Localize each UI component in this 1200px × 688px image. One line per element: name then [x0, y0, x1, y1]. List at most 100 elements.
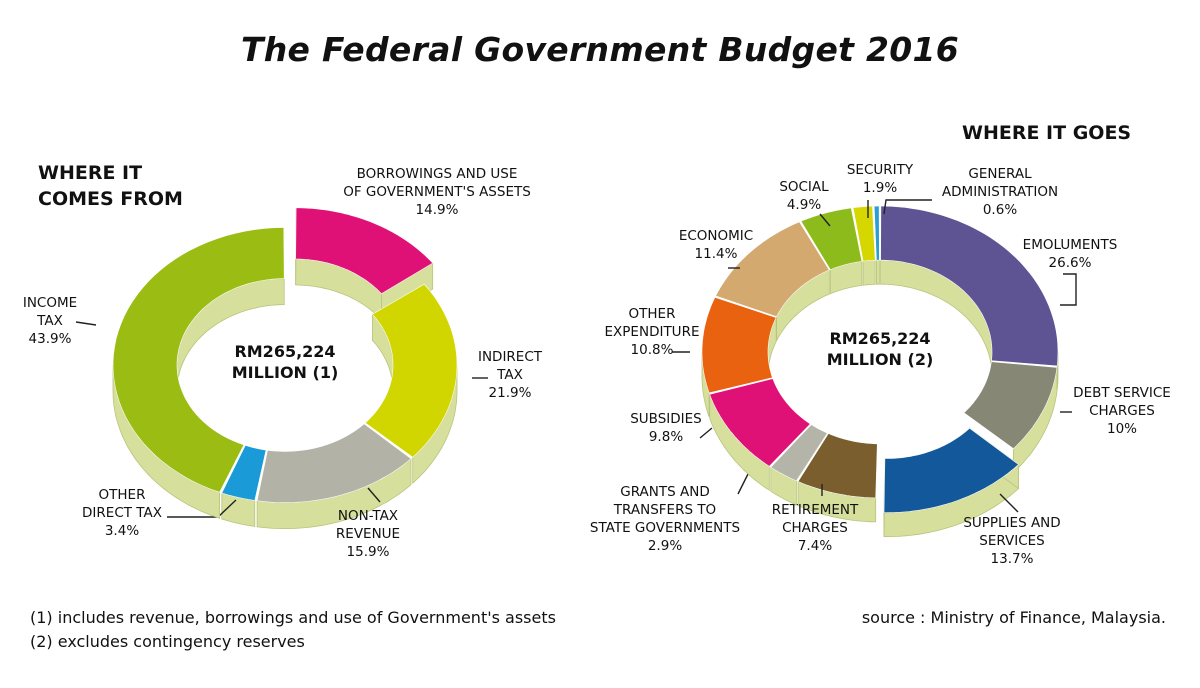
slice-label-line: 9.8%	[649, 429, 683, 445]
slice-non-tax-revenue	[256, 423, 412, 529]
slice-label-non-tax-revenue: NON-TAX REVENUE 15.9%	[336, 508, 400, 560]
slice-label-general-admin: GENERAL ADMINISTRATION 0.6%	[942, 166, 1058, 218]
slice-label-line: TRANSFERS TO	[613, 502, 716, 518]
slice-label-line: CHARGES	[1089, 403, 1155, 419]
center-total: RM265,224 MILLION (2)	[827, 329, 934, 369]
leader-line-non-tax-revenue	[367, 487, 381, 503]
slice-general-admin	[873, 205, 880, 285]
footnote-2: (2) excludes contingency reserves	[30, 632, 305, 651]
slice-label-borrowings: BORROWINGS AND USE OF GOVERNMENT'S ASSETS…	[343, 166, 531, 218]
slice-economic	[715, 221, 830, 341]
heading-where-it-comes-from: WHERE IT COMES FROM	[38, 160, 248, 212]
slice-label-line: INCOME	[23, 295, 77, 311]
leader-line-emoluments	[1060, 273, 1077, 306]
slice-label-line: 4.9%	[787, 197, 821, 213]
slice-label-line: GENERAL	[968, 166, 1032, 182]
slice-top-income-tax	[112, 227, 285, 493]
slice-top-grants	[770, 424, 828, 482]
source-note: source : Ministry of Finance, Malaysia.	[861, 608, 1166, 627]
slice-label-line: OTHER	[99, 487, 146, 503]
slice-label-line: 11.4%	[695, 246, 738, 262]
slice-label-line: 7.4%	[798, 538, 832, 554]
slice-label-line: OF GOVERNMENT'S ASSETS	[343, 184, 531, 200]
slice-label-line: GRANTS AND	[620, 484, 709, 500]
slice-label-economic: ECONOMIC 11.4%	[679, 228, 753, 262]
heading-line: WHERE IT GOES	[962, 122, 1132, 144]
center-total-line: MILLION (1)	[232, 363, 339, 382]
leader-line-supplies-services	[999, 493, 1019, 513]
footnote-1: (1) includes revenue, borrowings and use…	[30, 608, 556, 627]
slice-other-direct-tax	[221, 445, 267, 527]
center-total-line: RM265,224	[234, 342, 335, 361]
slice-supplies-services	[883, 427, 1020, 538]
slice-label-line: NON-TAX	[338, 508, 398, 524]
slice-label-line: 0.6%	[983, 202, 1017, 218]
slice-label-income-tax: INCOME TAX 43.9%	[23, 295, 77, 347]
slice-label-indirect-tax: INDIRECT TAX 21.9%	[478, 349, 543, 401]
slice-inner-general-admin	[876, 259, 880, 285]
slice-label-line: DIRECT TAX	[82, 505, 162, 521]
slice-income-tax	[112, 227, 285, 519]
slice-top-subsidies	[709, 378, 811, 467]
slice-label-line: CHARGES	[782, 520, 848, 536]
heading-line: WHERE IT	[38, 162, 143, 184]
slice-grants	[770, 424, 828, 506]
slice-label-security: SECURITY 1.9%	[847, 162, 914, 196]
slice-label-line: BORROWINGS AND USE	[357, 166, 518, 182]
slice-label-line: EXPENDITURE	[605, 324, 700, 340]
slice-top-social	[800, 207, 863, 271]
slice-label-line: RETIREMENT	[772, 502, 859, 518]
slice-label-line: 1.9%	[863, 180, 897, 196]
slice-label-supplies-services: SUPPLIES AND SERVICES 13.7%	[963, 515, 1060, 567]
slice-inner-security	[862, 259, 876, 286]
slice-top-general-admin	[873, 205, 880, 261]
slice-label-line: OTHER	[629, 306, 676, 322]
slice-label-line: 13.7%	[991, 551, 1034, 567]
slice-top-economic	[715, 221, 830, 318]
expenditure-donut: EMOLUMENTS 26.6% DEBT SERVICE CHARGES 10% SUP…	[590, 162, 1171, 567]
slice-label-debt-service: DEBT SERVICE CHARGES 10%	[1073, 385, 1171, 437]
slice-label-other-direct-tax: OTHER DIRECT TAX 3.4%	[82, 487, 162, 539]
slice-top-supplies-services	[883, 427, 1020, 514]
slice-label-line: 3.4%	[105, 523, 139, 539]
slice-label-line: SOCIAL	[779, 179, 829, 195]
slice-top-security	[852, 205, 876, 262]
slice-label-line: ECONOMIC	[679, 228, 753, 244]
revenue-donut: BORROWINGS AND USE OF GOVERNMENT'S ASSETS…	[23, 166, 543, 560]
slice-label-line: 15.9%	[347, 544, 390, 560]
slice-top-non-tax-revenue	[256, 423, 412, 503]
leader-line-income-tax	[75, 321, 97, 326]
slice-label-line: SERVICES	[979, 533, 1044, 549]
slice-label-grants: GRANTS AND TRANSFERS TO STATE GOVERNMENTS 2…	[590, 484, 740, 554]
heading-where-it-goes: WHERE IT GOES	[962, 120, 1182, 146]
leader-line-social	[819, 213, 831, 227]
slice-top-indirect-tax	[364, 283, 458, 458]
center-total-line: RM265,224	[829, 329, 930, 348]
slice-label-social: SOCIAL 4.9%	[779, 179, 829, 213]
slice-security	[852, 205, 876, 286]
slice-label-subsidies: SUBSIDIES 9.8%	[630, 411, 702, 445]
leader-line-subsidies	[699, 427, 713, 439]
chart-title: The Federal Government Budget 2016	[240, 30, 960, 69]
slice-label-line: 21.9%	[489, 385, 532, 401]
slice-label-line: SECURITY	[847, 162, 914, 178]
slice-label-line: TAX	[36, 313, 63, 329]
slice-label-line: EMOLUMENTS	[1023, 237, 1118, 253]
slice-emoluments	[880, 205, 1059, 390]
slice-label-line: STATE GOVERNMENTS	[590, 520, 740, 536]
slice-label-retirement: RETIREMENT CHARGES 7.4%	[772, 502, 859, 554]
slice-other-expenditure	[701, 296, 777, 418]
slice-indirect-tax	[364, 283, 458, 485]
slice-social	[800, 207, 863, 295]
slice-top-retirement	[797, 433, 878, 499]
slice-retirement	[797, 433, 878, 523]
slice-top-other-direct-tax	[221, 445, 267, 501]
slice-top-debt-service	[963, 361, 1058, 449]
slice-top-borrowings	[295, 207, 434, 295]
slice-label-line: REVENUE	[336, 526, 400, 542]
center-total-line: MILLION (2)	[827, 350, 934, 369]
slice-label-line: 43.9%	[29, 331, 72, 347]
center-total: RM265,224 MILLION (1)	[232, 342, 339, 382]
slice-label-line: 10%	[1107, 421, 1137, 437]
